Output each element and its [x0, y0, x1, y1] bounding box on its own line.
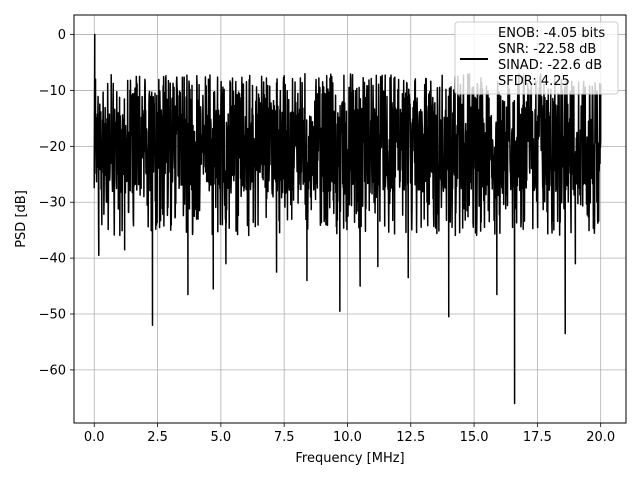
legend-entry-snr: SNR: -22.58 dB — [498, 42, 596, 57]
y-tick-label: −40 — [39, 252, 66, 267]
legend-entry-enob: ENOB: -4.05 bits — [498, 26, 605, 41]
axes-frame — [73, 14, 627, 424]
plot-area — [93, 33, 602, 405]
x-tick-label: 15.0 — [460, 430, 489, 445]
y-tick-label: −10 — [39, 84, 66, 99]
legend-entry-sinad: SINAD: -22.6 dB — [498, 58, 602, 73]
x-tick-label: 2.5 — [147, 430, 168, 445]
y-tick-label: 0 — [58, 28, 66, 43]
x-tick-label: 5.0 — [211, 430, 232, 445]
y-tick-label: −20 — [39, 140, 66, 155]
y-axis-label: PSD [dB] — [14, 190, 29, 248]
x-tick-label: 10.0 — [333, 430, 362, 445]
psd-series-line — [93, 33, 602, 405]
x-tick-label: 7.5 — [274, 430, 295, 445]
y-tick-label: −60 — [39, 363, 66, 378]
y-tick-label: −50 — [39, 308, 66, 323]
x-axis-label: Frequency [MHz] — [295, 451, 404, 466]
ticks: 0.0 2.5 5.0 7.5 10.0 12.5 15.0 17.5 20.0 0 −10 −20 −… — [39, 28, 616, 445]
legend-entry-sfdr: SFDR: 4.25 — [498, 74, 570, 89]
legend: ENOB: -4.05 bits SNR: -22.58 dB SINAD: -… — [454, 21, 619, 95]
legend-box — [454, 21, 619, 95]
y-tick-label: −30 — [39, 196, 66, 211]
x-tick-label: 17.5 — [523, 430, 552, 445]
x-tick-label: 0.0 — [84, 430, 105, 445]
x-tick-label: 20.0 — [586, 430, 615, 445]
x-tick-label: 12.5 — [396, 430, 425, 445]
